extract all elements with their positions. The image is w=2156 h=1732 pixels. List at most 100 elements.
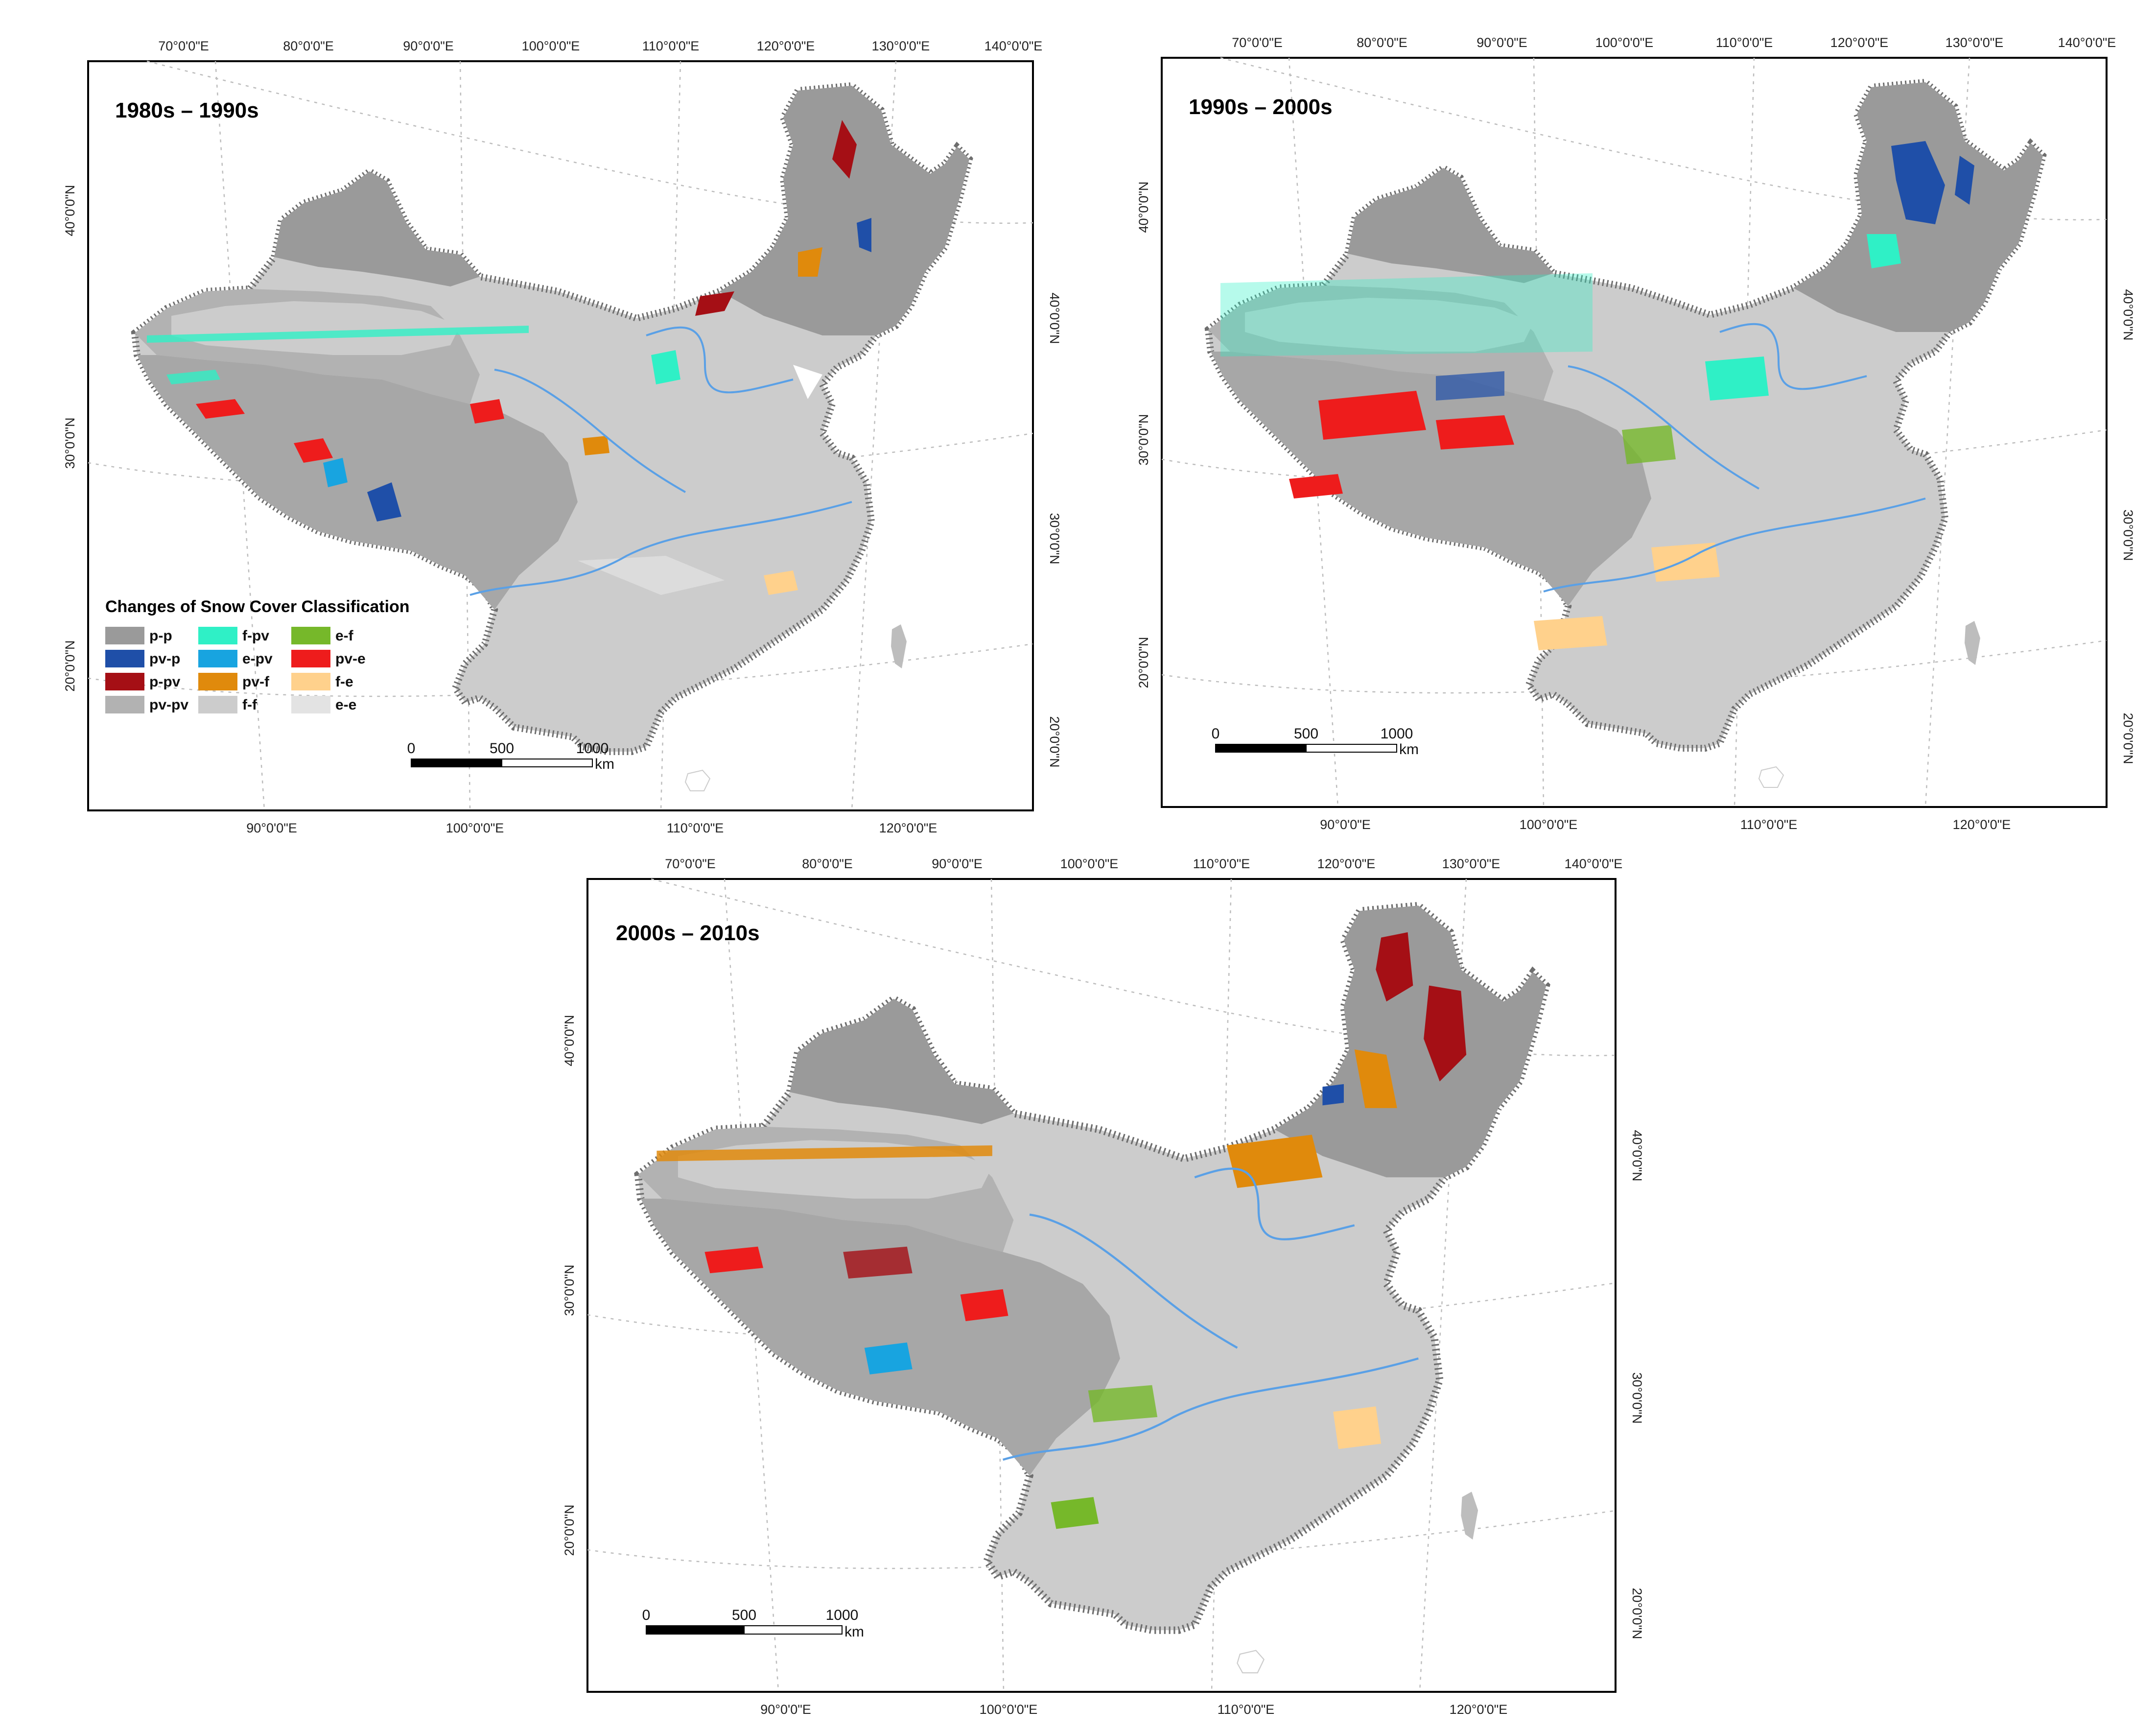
graticule-label: 30°0'0"N <box>1136 414 1151 465</box>
scale-unit: km <box>844 1624 864 1640</box>
graticule-label: 20°0'0"N <box>1136 637 1151 688</box>
graticule-label: 130°0'0"E <box>1442 856 1500 871</box>
legend-swatch-pv-f <box>198 673 237 690</box>
legend-swatch-e-e <box>291 696 330 713</box>
graticule-label: 110°0'0"E <box>1193 856 1250 871</box>
graticule-label: 40°0'0"N <box>2121 289 2135 340</box>
graticule-label: 120°0'0"E <box>1317 856 1376 871</box>
graticule-label: 90°0'0"E <box>403 39 454 53</box>
top-lon-labels: 70°0'0"E 80°0'0"E 90°0'0"E 100°0'0"E 110°0'0… <box>665 856 1622 871</box>
graticule-label: 100°0'0"E <box>980 1702 1038 1717</box>
graticule-label: 30°0'0"N <box>63 417 77 469</box>
left-lat-labels: 40°0'0"N 30°0'0"N 20°0'0"N <box>562 1015 577 1556</box>
map-panel-1990s-2000s: 1990s – 2000s 70°0'0"E 80°0'0"E 90°0'0"E 10… <box>1136 35 2135 832</box>
graticule-label: 40°0'0"N <box>562 1015 577 1066</box>
left-lat-labels: 40°0'0"N 30°0'0"N 20°0'0"N <box>63 185 77 691</box>
legend-label-pv-e: pv-e <box>335 651 366 667</box>
legend-label-f-e: f-e <box>335 674 353 690</box>
scale-tick-0: 0 <box>642 1607 651 1623</box>
graticule-label: 70°0'0"E <box>1232 35 1283 50</box>
top-lon-labels: 70°0'0"E 80°0'0"E 90°0'0"E 100°0'0"E 110°0'0… <box>1232 35 2116 50</box>
legend-label-e-pv: e-pv <box>242 651 273 667</box>
graticule-label: 120°0'0"E <box>879 821 937 835</box>
graticule-label: 40°0'0"N <box>1047 292 1062 344</box>
graticule-label: 70°0'0"E <box>158 39 209 53</box>
legend-swatch-f-f <box>198 696 237 713</box>
graticule-label: 140°0'0"E <box>984 39 1043 53</box>
scale-bar: 0 500 1000 km <box>642 1607 864 1640</box>
graticule-label: 120°0'0"E <box>1450 1702 1508 1717</box>
graticule-label: 80°0'0"E <box>802 856 853 871</box>
graticule-label: 30°0'0"N <box>1630 1372 1644 1424</box>
graticule-label: 100°0'0"E <box>1520 817 1578 832</box>
graticule-label: 90°0'0"E <box>1320 817 1371 832</box>
graticule-label: 20°0'0"N <box>1047 716 1062 767</box>
legend-label-p-pv: p-pv <box>149 674 181 690</box>
left-lat-labels: 40°0'0"N 30°0'0"N 20°0'0"N <box>1136 181 1151 688</box>
scale-tick-1000: 1000 <box>576 740 609 757</box>
legend-label-e-f: e-f <box>335 628 354 644</box>
graticule-label: 110°0'0"E <box>1218 1702 1275 1717</box>
legend-swatch-pv-p <box>105 650 144 667</box>
legend-swatch-f-e <box>291 673 330 690</box>
legend-swatch-p-pv <box>105 673 144 690</box>
graticule-label: 100°0'0"E <box>446 821 504 835</box>
bottom-lon-labels: 90°0'0"E 100°0'0"E 110°0'0"E 120°0'0"E <box>1320 817 2011 832</box>
top-lon-labels: 70°0'0"E 80°0'0"E 90°0'0"E 100°0'0"E 110°0'0… <box>158 39 1042 53</box>
scale-tick-1000: 1000 <box>826 1607 859 1623</box>
graticule-label: 100°0'0"E <box>522 39 580 53</box>
graticule-label: 110°0'0"E <box>1716 35 1773 50</box>
graticule-label: 30°0'0"N <box>562 1264 577 1316</box>
legend-label-pv-f: pv-f <box>242 674 270 690</box>
legend-label-p-p: p-p <box>149 628 172 644</box>
graticule-label: 40°0'0"N <box>63 185 77 236</box>
legend: Changes of Snow Cover Classification p-p… <box>105 597 410 713</box>
scale-tick-500: 500 <box>1294 726 1318 742</box>
graticule-label: 90°0'0"E <box>760 1702 811 1717</box>
bottom-lon-labels: 90°0'0"E 100°0'0"E 110°0'0"E 120°0'0"E <box>246 821 937 835</box>
legend-swatch-e-f <box>291 627 330 644</box>
scale-tick-0: 0 <box>407 740 416 757</box>
legend-label-pv-pv: pv-pv <box>149 697 188 713</box>
legend-swatch-p-p <box>105 627 144 644</box>
graticule-label: 30°0'0"N <box>1047 513 1062 564</box>
graticule-label: 100°0'0"E <box>1595 35 1654 50</box>
scale-bar: 0 500 1000 km <box>1212 726 1419 758</box>
graticule-label: 40°0'0"N <box>1136 181 1151 233</box>
graticule-label: 80°0'0"E <box>1357 35 1407 50</box>
graticule-label: 130°0'0"E <box>1945 35 2004 50</box>
panel-title: 2000s – 2010s <box>616 921 760 945</box>
graticule-label: 20°0'0"N <box>2121 712 2135 764</box>
snow-cover-map <box>135 86 969 791</box>
legend-swatch-pv-pv <box>105 696 144 713</box>
scale-tick-500: 500 <box>490 740 514 757</box>
right-lat-labels: 40°0'0"N 30°0'0"N 20°0'0"N <box>1047 292 1062 767</box>
legend-label-e-e: e-e <box>335 697 356 713</box>
map-panel-1980s-1990s: 1980s – 1990s 70°0'0"E 80°0'0"E 90°0'0"E 10… <box>63 39 1062 835</box>
graticule-label: 140°0'0"E <box>2058 35 2116 50</box>
graticule-label: 20°0'0"N <box>1630 1588 1644 1639</box>
legend-title: Changes of Snow Cover Classification <box>105 597 410 616</box>
graticule-label: 90°0'0"E <box>1476 35 1527 50</box>
scale-tick-1000: 1000 <box>1381 726 1413 742</box>
graticule-label: 120°0'0"E <box>1953 817 2011 832</box>
scale-tick-500: 500 <box>732 1607 756 1623</box>
legend-label-f-f: f-f <box>242 697 258 713</box>
graticule-label: 120°0'0"E <box>757 39 815 53</box>
graticule-label: 100°0'0"E <box>1060 856 1119 871</box>
snow-cover-map <box>1208 82 2043 788</box>
legend-label-pv-p: pv-p <box>149 651 180 667</box>
graticule-label: 110°0'0"E <box>667 821 724 835</box>
graticule-label: 40°0'0"N <box>1630 1130 1644 1181</box>
legend-label-f-pv: f-pv <box>242 628 269 644</box>
panel-title: 1980s – 1990s <box>115 98 259 122</box>
graticule-label: 20°0'0"N <box>562 1504 577 1556</box>
graticule-label: 30°0'0"N <box>2121 509 2135 561</box>
graticule-label: 140°0'0"E <box>1565 856 1623 871</box>
snow-cover-map <box>638 905 1546 1674</box>
scale-unit: km <box>1399 741 1419 758</box>
legend-swatch-f-pv <box>198 627 237 644</box>
bottom-lon-labels: 90°0'0"E 100°0'0"E 110°0'0"E 120°0'0"E <box>760 1702 1507 1717</box>
graticule-label: 130°0'0"E <box>872 39 930 53</box>
graticule-label: 120°0'0"E <box>1830 35 1889 50</box>
